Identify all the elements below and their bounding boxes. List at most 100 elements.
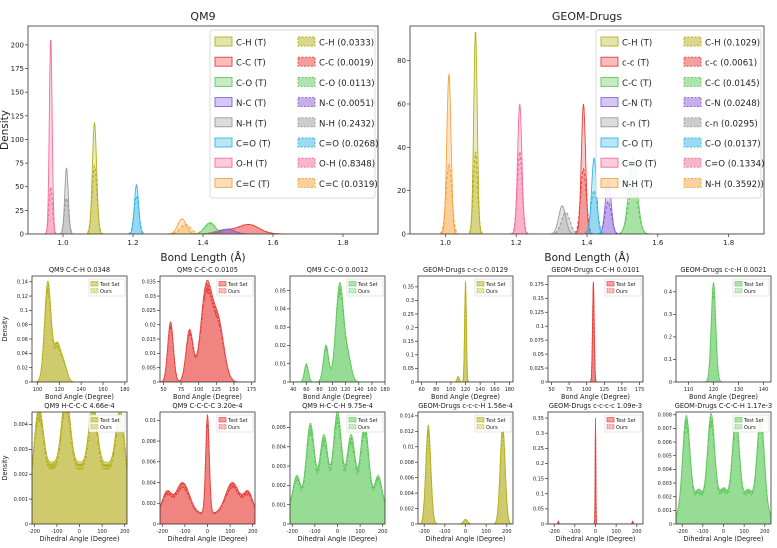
- legend-label: C-O (0.0137): [705, 140, 761, 150]
- y-tick-label: 0: [153, 522, 156, 528]
- x-tick-label: 125: [600, 387, 610, 393]
- y-tick-label: 0.2: [536, 461, 544, 467]
- x-tick-label: 180: [120, 387, 130, 393]
- legend-label: Ours: [744, 289, 756, 295]
- y-tick-label: 0.012: [400, 429, 414, 435]
- legend-box: [595, 29, 762, 199]
- legend-label: Test Set: [357, 282, 378, 288]
- axes-frame: [675, 275, 772, 383]
- legend-swatch: [476, 424, 485, 430]
- x-tick-label: 75: [566, 387, 572, 393]
- series-C-O-ours-line: [28, 223, 378, 234]
- y-tick-label: 0.125: [530, 310, 544, 316]
- legend-swatch: [214, 117, 233, 128]
- y-tick-label: 0.06: [17, 337, 28, 343]
- x-tick-label: 120: [461, 387, 471, 393]
- legend-label: C-C (T): [236, 59, 266, 69]
- legend-label: Test Set: [615, 418, 636, 424]
- x-tick-label: 200: [760, 529, 770, 535]
- y-tick-label: 0.002: [142, 501, 156, 507]
- y-tick-label: 0.25: [533, 446, 544, 452]
- legend-swatch: [214, 157, 233, 168]
- y-tick-label: 0.004: [400, 491, 414, 497]
- small-chart: -200 -100 0 100 200 0 0.001 0.002 0.003 0.004 0.00…: [272, 402, 388, 543]
- y-tick-label: 0.025: [142, 308, 156, 314]
- legend-swatch: [297, 36, 316, 47]
- x-tick-label: 125: [212, 387, 222, 393]
- small-chart: 40 60 80 100 120 140 160 180 0 0.01 0.02 0.03 0.04 0.…: [275, 266, 390, 401]
- y-tick-label: 0.15: [533, 296, 544, 302]
- y-tick-label: 0.004: [142, 480, 156, 486]
- small-chart: 60 80 100 120 140 160 180 0 0.05 0.1 0.15 0.2 0.25 0.…: [403, 266, 514, 401]
- x-tick-label: 1.8: [723, 239, 734, 247]
- ours-area: [676, 284, 771, 382]
- legend-label: N-C (0.0051): [319, 99, 374, 109]
- legend-swatch: [218, 417, 227, 423]
- legend-label: O-H (T): [236, 160, 267, 170]
- series-C=O-ours-line: [28, 195, 378, 234]
- x-tick-label: 1.6: [652, 239, 664, 247]
- ours-line: [32, 283, 127, 382]
- chart-title: QM9 H-C-C-C 4.66e-4: [44, 402, 115, 410]
- y-tick-label: 0.01: [145, 418, 156, 424]
- x-tick-label: -100: [179, 529, 190, 535]
- ours-area: [160, 421, 255, 524]
- x-tick-label: 160: [98, 387, 108, 393]
- y-tick-label: 0.025: [530, 366, 544, 372]
- y-tick-label: 0: [153, 380, 156, 386]
- legend-label: N-H (T): [236, 119, 267, 129]
- legend-swatch: [218, 281, 227, 287]
- legend-swatch: [600, 117, 619, 128]
- chart-title: QM9 C-C-C 0.0105: [177, 266, 238, 274]
- legend-label: Ours: [616, 289, 628, 295]
- legend-label: Test Set: [485, 282, 506, 288]
- chart-title: QM9: [190, 10, 215, 23]
- y-tick-label: 100: [11, 136, 24, 144]
- y-tick-label: 0.004: [272, 445, 286, 451]
- chart-title: GEOM-Drugs c-c-c-H 1.56e-4: [418, 402, 513, 410]
- plot-area: [676, 412, 771, 524]
- legend-label: c-n (T): [622, 119, 650, 129]
- x-tick-label: 100: [194, 387, 204, 393]
- x-tick-label: 0: [464, 529, 467, 535]
- y-tick-label: 0.04: [275, 307, 286, 313]
- x-tick-label: 100: [328, 387, 338, 393]
- legend-swatch: [214, 36, 233, 47]
- y-tick-label: 0.05: [533, 507, 544, 513]
- legend-swatch: [297, 76, 316, 87]
- ours-area: [32, 412, 127, 524]
- x-axis-label: Bond Angle (Degree): [303, 393, 372, 401]
- y-tick-label: 0.02: [145, 322, 156, 328]
- y-tick-label: 0.175: [530, 282, 544, 288]
- plot-area: [160, 413, 255, 524]
- x-axis-label: Bond Angle (Degree): [431, 393, 500, 401]
- legend-label: Ours: [616, 425, 628, 431]
- series-N-H-test-area: [28, 167, 378, 234]
- legend-swatch: [600, 177, 619, 188]
- y-tick-label: 80: [397, 57, 406, 65]
- y-tick-label: 0: [283, 522, 286, 528]
- legend-swatch: [90, 424, 99, 430]
- legend-label: Ours: [228, 425, 240, 431]
- y-tick-label: 0.3: [406, 298, 414, 304]
- x-axis-label: Bond Length (Å): [544, 251, 629, 264]
- y-tick-label: 0.035: [142, 279, 156, 285]
- x-tick-label: -200: [419, 529, 430, 535]
- test-set-area: [160, 413, 255, 524]
- plot-area: [548, 281, 643, 382]
- x-tick-label: 100: [611, 529, 621, 535]
- legend-label: Ours: [744, 425, 756, 431]
- y-tick-label: 0: [25, 522, 28, 528]
- x-tick-label: 60: [303, 387, 309, 393]
- legend-swatch: [600, 56, 619, 67]
- legend-swatch: [683, 137, 702, 148]
- y-tick-label: 0.1: [20, 308, 28, 314]
- small-chart: -200 -100 0 100 200 0 0.001 0.002 0.003 0.004 0.00…: [658, 402, 773, 543]
- y-tick-label: 0: [411, 380, 414, 386]
- ours-line: [290, 414, 385, 504]
- x-tick-label: 60: [418, 387, 424, 393]
